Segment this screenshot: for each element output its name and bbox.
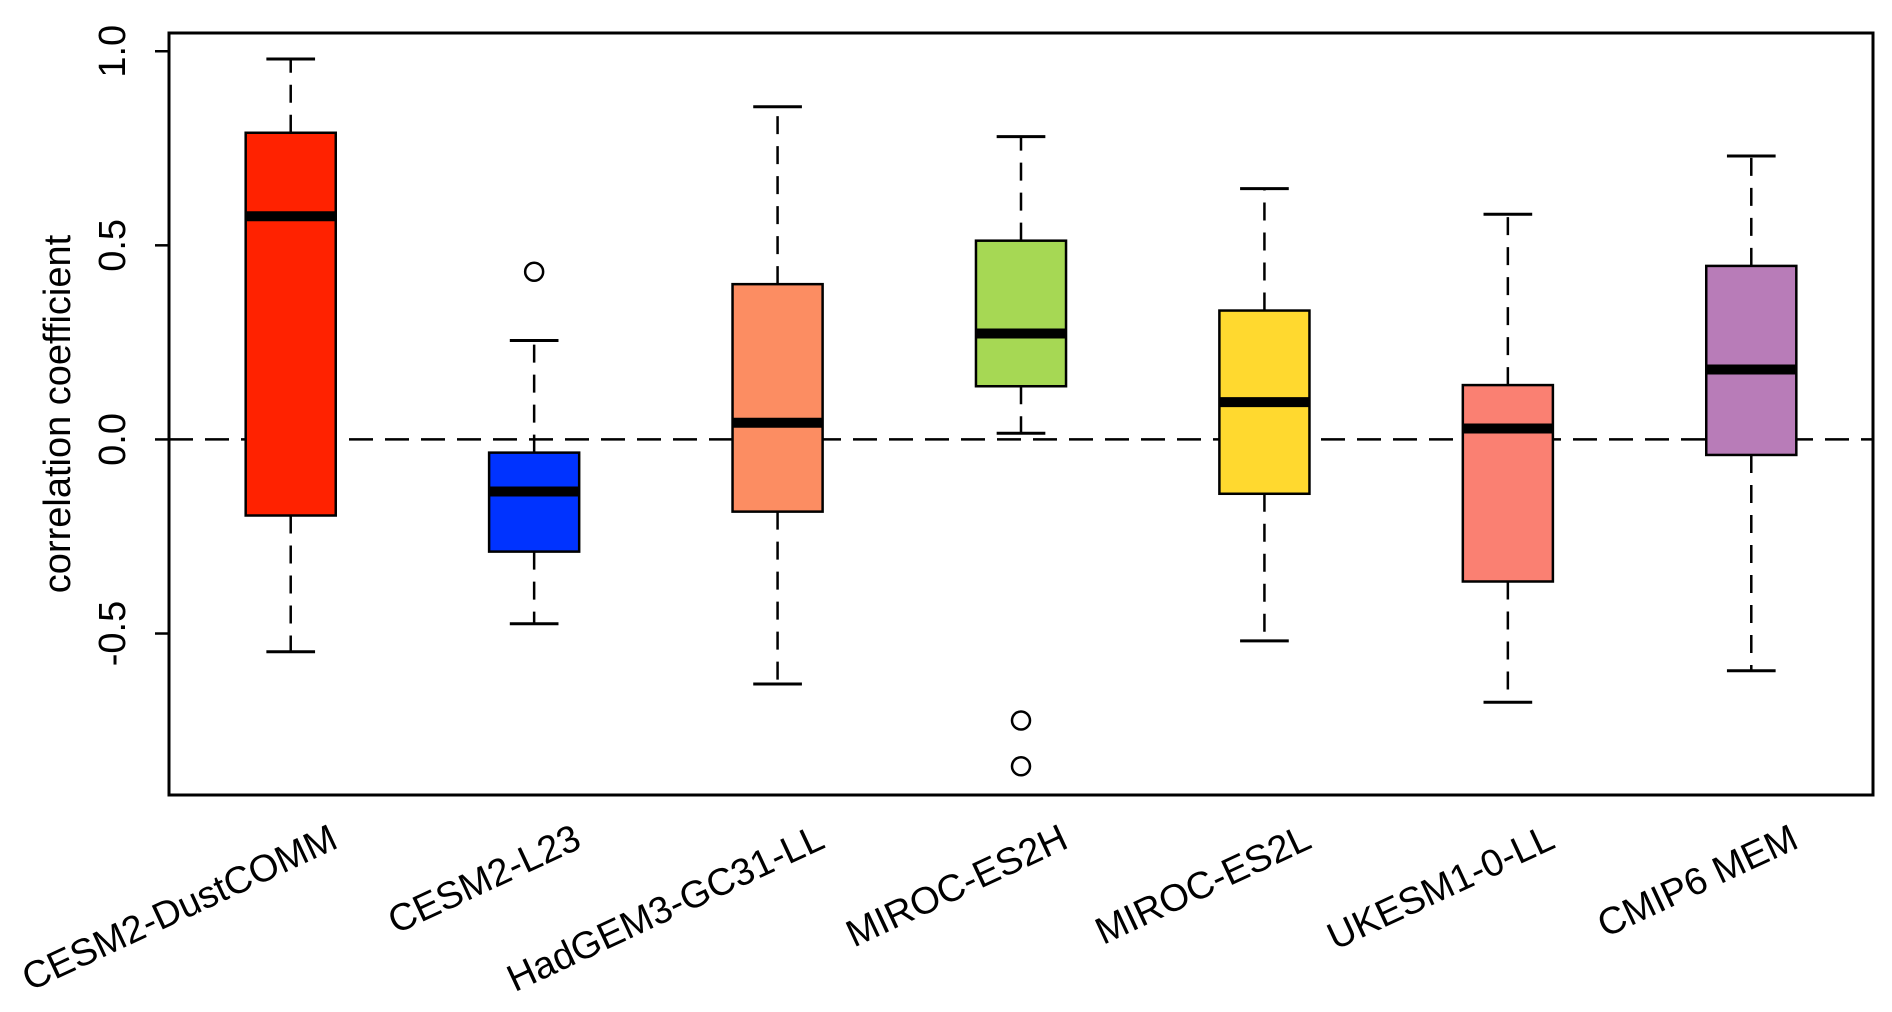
y-tick-label: 0.0 [92,413,134,466]
outlier [1010,710,1032,731]
x-tick-label: CESM2-DustCOMM [16,817,344,1000]
box [974,239,1068,388]
box [1461,383,1555,583]
y-tick-label: -0.5 [92,601,134,666]
y-tick-label: 0.5 [92,219,134,272]
x-tick-label: CESM2-L23 [382,817,587,943]
y-tick-label: 1.0 [92,25,134,78]
x-tick-label: MIROC-ES2L [1089,817,1317,953]
plot-frame [167,31,1875,797]
outlier [1010,756,1032,777]
outlier [523,261,545,282]
box [1705,264,1798,457]
box [487,451,581,553]
box [731,282,824,513]
y-axis-title: correlation coefficient [37,234,79,593]
x-tick-label: UKESM1-0-LL [1321,817,1561,959]
box [244,131,337,517]
x-tick-label: MIROC-ES2H [840,817,1074,956]
x-tick-label: CMIP6 MEM [1591,817,1804,946]
